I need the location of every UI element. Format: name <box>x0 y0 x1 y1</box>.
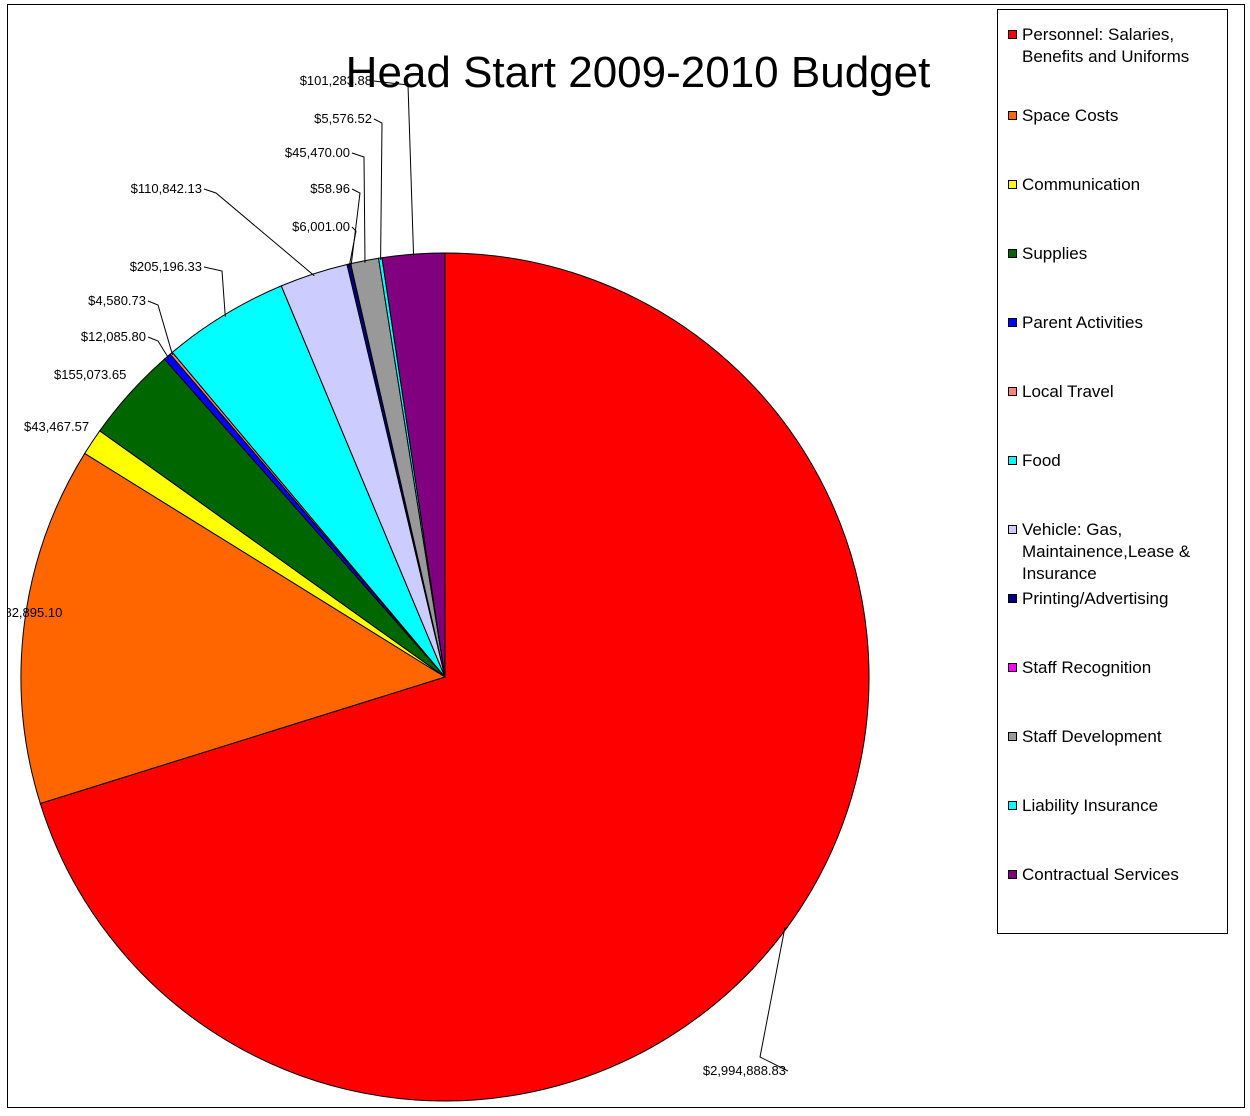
legend-swatch <box>1008 387 1017 396</box>
legend-label: Parent Activities <box>1022 313 1143 332</box>
chart-title: Head Start 2009-2010 Budget <box>345 48 931 97</box>
leader-line <box>373 80 415 257</box>
chart-legend: Personnel: Salaries, Benefits and Unifor… <box>997 9 1228 934</box>
leader-line <box>147 336 170 359</box>
leader-line <box>147 300 173 355</box>
legend-swatch <box>1008 180 1017 189</box>
pie-chart: $2,994,888.83 $582,895.10 $43,467.57 $155,0… <box>8 73 870 1102</box>
data-label: $2,994,888.83 <box>703 1063 786 1078</box>
legend-item: Local Travel <box>1008 381 1223 403</box>
legend-item: Food <box>1008 450 1223 472</box>
legend-swatch <box>1008 249 1017 258</box>
legend-item: Contractual Services <box>1008 864 1223 886</box>
legend-swatch <box>1008 801 1017 810</box>
legend-label: Space Costs <box>1022 106 1119 125</box>
leader-line <box>351 152 366 263</box>
legend-item: Supplies <box>1008 243 1223 265</box>
legend-item: Parent Activities <box>1008 312 1223 334</box>
legend-swatch <box>1008 30 1017 39</box>
legend-swatch <box>1008 318 1017 327</box>
data-label: $6,001.00 <box>292 219 350 234</box>
leader-line <box>759 926 789 1072</box>
legend-label: Local Travel <box>1022 382 1114 401</box>
legend-swatch <box>1008 663 1017 672</box>
legend-item: Communication <box>1008 174 1223 196</box>
pie-slice <box>39 252 870 1102</box>
legend-label: Personnel: Salaries, Benefits and Unifor… <box>1022 25 1190 66</box>
legend-label: Communication <box>1022 175 1141 194</box>
data-label: $4,580.73 <box>88 293 146 308</box>
leader-line <box>203 266 226 317</box>
legend-label: Contractual Services <box>1022 865 1179 884</box>
data-label: $101,283.88 <box>300 73 372 88</box>
legend-item: Staff Recognition <box>1008 657 1223 679</box>
legend-swatch <box>1008 732 1017 741</box>
leader-line <box>350 188 361 266</box>
legend-item: Staff Development <box>1008 726 1223 748</box>
legend-label: Staff Recognition <box>1022 658 1152 677</box>
legend-item: Vehicle: Gas, Maintainence,Lease & Insur… <box>1008 519 1223 585</box>
data-label: $205,196.33 <box>130 259 202 274</box>
leader-line <box>373 118 383 260</box>
legend-swatch <box>1008 111 1017 120</box>
legend-swatch <box>1008 456 1017 465</box>
legend-swatch <box>1008 870 1017 879</box>
data-label: $12,085.80 <box>81 329 146 344</box>
data-label: $110,842.13 <box>131 181 202 196</box>
data-label: $582,895.10 <box>8 605 62 620</box>
leader-line <box>348 226 357 267</box>
legend-swatch <box>1008 525 1017 534</box>
legend-label: Supplies <box>1022 244 1088 263</box>
pie-slice <box>20 452 447 805</box>
chart-frame: $2,994,888.83 $582,895.10 $43,467.57 $155,0… <box>7 4 1245 1108</box>
legend-item: Space Costs <box>1008 105 1223 127</box>
legend-item: Liability Insurance <box>1008 795 1223 817</box>
data-label: $45,470.00 <box>285 145 350 160</box>
legend-item: Printing/Advertising <box>1008 588 1223 610</box>
legend-label: Staff Development <box>1022 727 1162 746</box>
data-label: $155,073.65 <box>54 367 126 382</box>
legend-item: Personnel: Salaries, Benefits and Unifor… <box>1008 24 1223 68</box>
legend-label: Food <box>1022 451 1061 470</box>
legend-label: Liability Insurance <box>1022 796 1159 815</box>
leader-line <box>203 188 315 277</box>
legend-swatch <box>1008 594 1017 603</box>
legend-label: Printing/Advertising <box>1022 589 1169 608</box>
legend-label: Vehicle: Gas, Maintainence,Lease & Insur… <box>1022 520 1191 583</box>
data-label: $5,576.52 <box>314 111 372 126</box>
data-label: $58.96 <box>310 181 350 196</box>
data-label: $43,467.57 <box>24 419 89 434</box>
